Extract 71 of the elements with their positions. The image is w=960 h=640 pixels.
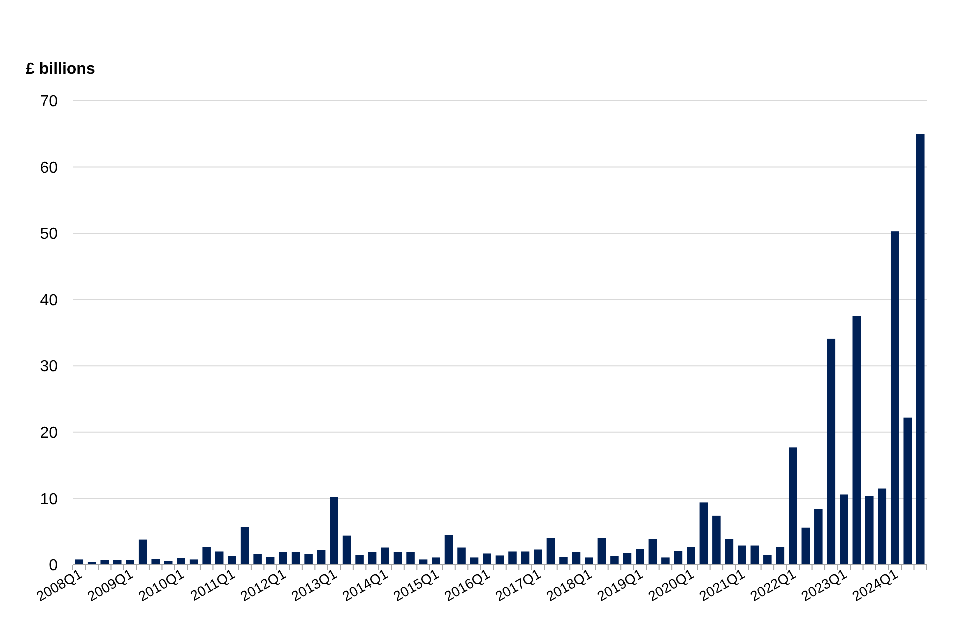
bar xyxy=(394,552,402,565)
bar xyxy=(292,552,300,565)
bar xyxy=(534,550,542,565)
bar xyxy=(342,536,352,565)
bar xyxy=(432,558,440,565)
bar xyxy=(406,552,415,565)
bar xyxy=(764,555,772,565)
bar xyxy=(866,496,874,565)
bar xyxy=(419,560,428,565)
bar xyxy=(483,554,492,565)
y-tick-label: 10 xyxy=(40,491,58,508)
bar xyxy=(317,550,326,565)
y-tick-label: 70 xyxy=(40,94,58,111)
bar xyxy=(648,539,658,565)
bar xyxy=(560,557,568,565)
bar xyxy=(202,547,211,565)
bar xyxy=(610,556,619,565)
bar xyxy=(546,538,556,565)
bar xyxy=(266,557,275,565)
bar xyxy=(215,552,224,565)
bar xyxy=(190,560,198,565)
bar xyxy=(890,232,900,565)
bar xyxy=(674,551,683,565)
bar xyxy=(508,552,517,565)
bar xyxy=(304,554,313,565)
bar xyxy=(750,546,760,565)
bar xyxy=(662,558,670,565)
bar xyxy=(152,559,160,565)
bar xyxy=(458,548,466,565)
y-tick-label: 40 xyxy=(40,292,58,310)
bar xyxy=(916,134,925,565)
bar xyxy=(368,552,377,565)
bar xyxy=(177,558,186,565)
y-tick-label: 30 xyxy=(40,358,58,376)
bar xyxy=(687,547,696,565)
bar xyxy=(228,556,236,565)
bar xyxy=(330,497,338,565)
y-tick-label: 0 xyxy=(49,558,58,575)
bar xyxy=(254,554,262,565)
bar xyxy=(572,552,581,565)
y-tick-label: 50 xyxy=(40,226,58,244)
bar xyxy=(814,509,823,565)
bar xyxy=(521,552,530,565)
bar xyxy=(827,338,836,565)
y-tick-label: 60 xyxy=(40,160,58,177)
bar xyxy=(840,494,848,565)
bar xyxy=(700,502,708,565)
bar xyxy=(802,528,810,565)
bar xyxy=(776,547,785,565)
bar xyxy=(598,538,606,565)
bar xyxy=(496,556,504,565)
bar xyxy=(240,527,250,565)
y-axis-title: £ billions xyxy=(26,61,96,78)
bar xyxy=(636,549,644,565)
bar xyxy=(852,316,862,565)
bar xyxy=(381,548,390,565)
y-tick-label: 20 xyxy=(40,425,58,442)
bar xyxy=(585,558,594,565)
bar xyxy=(878,488,887,565)
bar xyxy=(712,516,721,565)
bar xyxy=(789,448,798,565)
bar xyxy=(138,540,148,565)
bar xyxy=(904,418,912,565)
bar xyxy=(75,560,84,565)
bar xyxy=(725,539,734,565)
bar xyxy=(444,535,454,565)
bar xyxy=(623,553,632,565)
bar xyxy=(470,558,479,565)
bar xyxy=(279,552,288,565)
bar xyxy=(356,555,364,565)
bar xyxy=(738,546,746,565)
